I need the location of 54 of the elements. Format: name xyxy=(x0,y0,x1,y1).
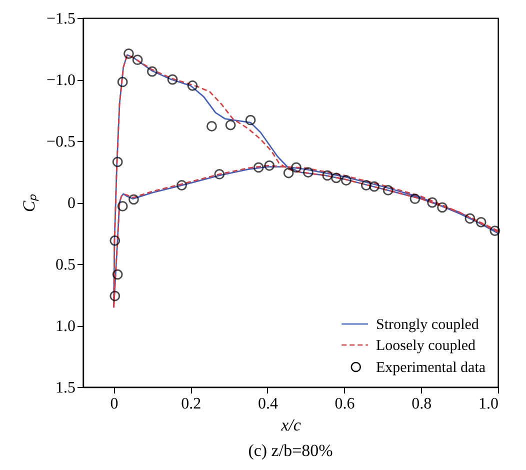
x-tick-label: 0.2 xyxy=(181,396,202,412)
y-tick-label: 0.5 xyxy=(56,256,76,274)
text: (c) z/b=80% xyxy=(248,441,333,460)
point xyxy=(176,180,187,190)
point xyxy=(437,202,448,213)
point xyxy=(117,200,128,212)
point xyxy=(110,235,120,246)
y-tick-label: −0.5 xyxy=(46,134,76,150)
point xyxy=(331,172,342,184)
point xyxy=(128,194,139,205)
legend-label: Experimental data xyxy=(376,360,486,376)
point xyxy=(283,168,294,178)
point xyxy=(110,290,120,302)
point xyxy=(253,162,264,173)
point xyxy=(302,167,314,178)
point xyxy=(206,121,217,132)
point xyxy=(245,114,256,126)
point xyxy=(225,120,236,130)
point xyxy=(112,269,123,280)
point xyxy=(476,216,486,228)
x-tick-label: 0.8 xyxy=(412,396,432,412)
y-axis-title: Cₚ xyxy=(19,194,40,212)
y-tick-label: −1.5 xyxy=(46,10,76,28)
y-tick-label: 1.0 xyxy=(56,318,76,335)
x-tick-label: 0 xyxy=(110,396,118,412)
point xyxy=(187,80,198,91)
point xyxy=(124,48,134,59)
point xyxy=(340,175,352,186)
point xyxy=(410,194,420,204)
point xyxy=(369,181,380,192)
legend-label: Loosely coupled xyxy=(376,338,476,354)
x-tick-label: 0.6 xyxy=(334,396,355,412)
point xyxy=(382,184,394,196)
point xyxy=(214,168,225,180)
point xyxy=(427,197,438,208)
point xyxy=(490,226,500,236)
point xyxy=(291,162,302,173)
line-series xyxy=(113,54,499,308)
x-tick-label: 0.4 xyxy=(258,396,278,412)
point xyxy=(132,54,143,66)
point xyxy=(167,74,178,85)
x-axis-title: x/c xyxy=(280,416,302,434)
y-tick-label: 1.5 xyxy=(56,380,76,396)
y-tick-label: 0 xyxy=(68,195,76,212)
point xyxy=(146,66,158,77)
point xyxy=(322,170,333,181)
point xyxy=(360,180,372,190)
y-tick-label: −1.0 xyxy=(46,72,76,89)
point xyxy=(464,213,476,224)
point xyxy=(264,160,275,171)
x-tick-label: 1.0 xyxy=(478,396,498,412)
legend-label: Strongly coupled xyxy=(376,317,480,333)
point xyxy=(112,156,123,168)
point xyxy=(117,76,128,88)
